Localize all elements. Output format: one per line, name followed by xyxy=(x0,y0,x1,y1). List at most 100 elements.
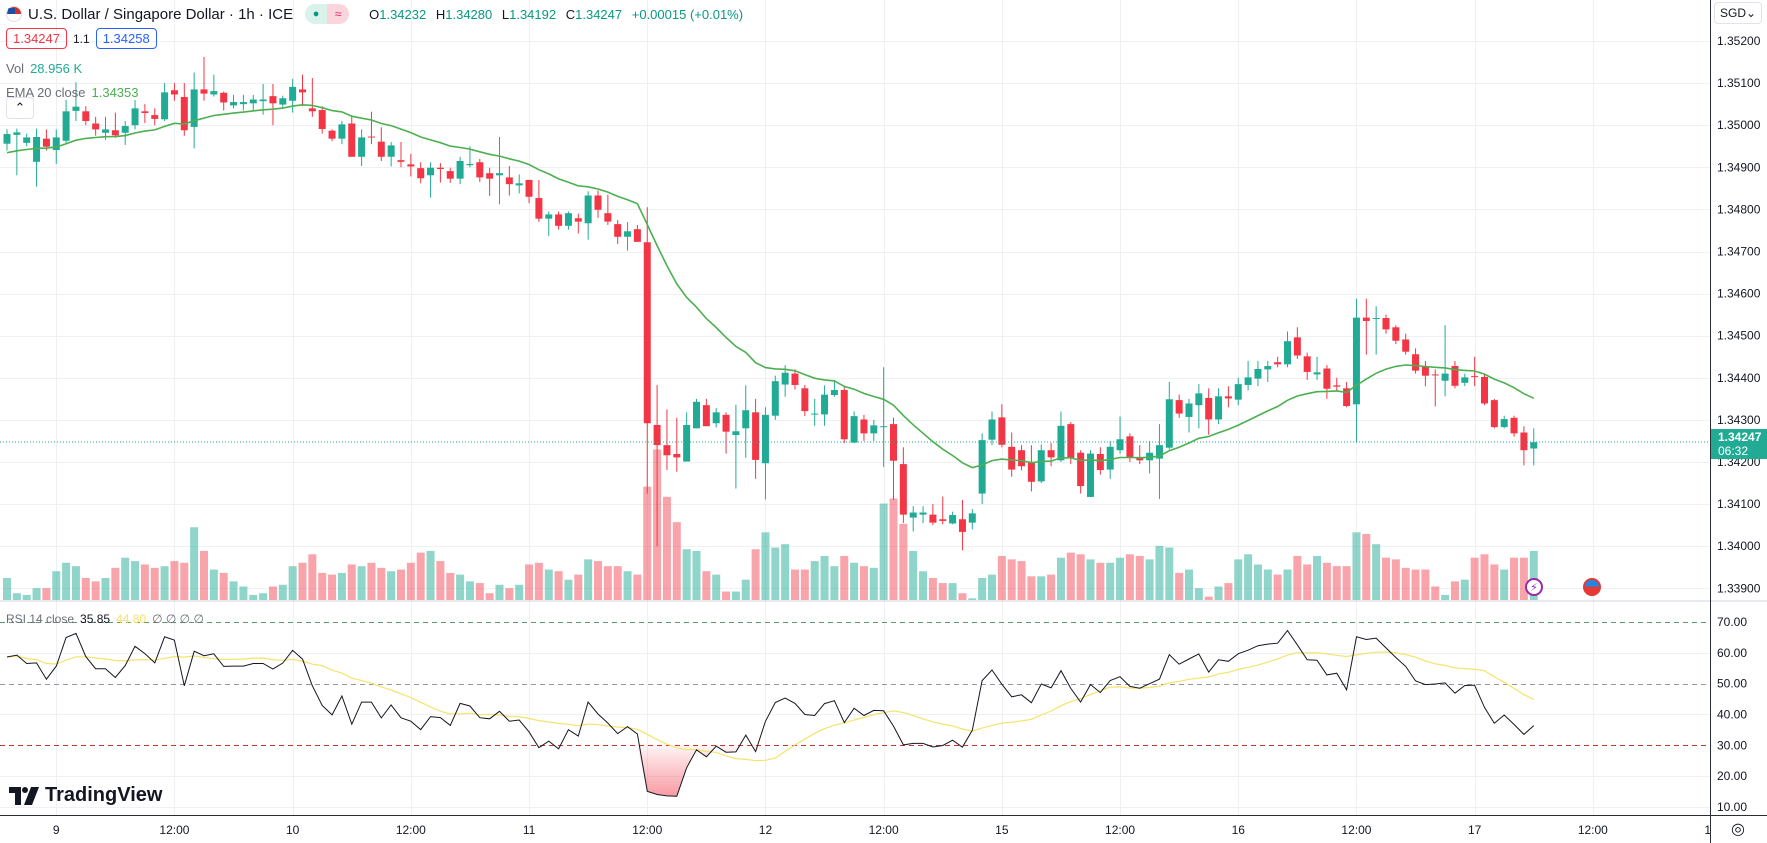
candle-body xyxy=(811,413,819,415)
volume-bar xyxy=(958,593,967,600)
candle-body xyxy=(486,173,494,179)
price-tick-label: 1.34500 xyxy=(1717,329,1761,343)
volume-bar xyxy=(42,588,51,600)
volume-bar xyxy=(1165,547,1174,600)
volume-bar xyxy=(741,579,750,600)
market-status-pill[interactable]: ● ≈ xyxy=(305,4,350,24)
candle-body xyxy=(1195,393,1203,406)
volume-bar xyxy=(22,594,31,600)
volume-bar xyxy=(219,572,228,600)
volume-bar xyxy=(475,583,484,600)
candle-body xyxy=(1451,366,1459,386)
candle-body xyxy=(1471,376,1479,378)
volume-bar xyxy=(840,556,849,600)
candle-body xyxy=(446,171,454,179)
volume-bar xyxy=(761,532,770,600)
symbol-legend[interactable]: U.S. Dollar / Singapore Dollar · 1h · IC… xyxy=(6,4,749,24)
candle-body xyxy=(821,394,829,415)
candle-body xyxy=(801,388,809,412)
volume-bar xyxy=(1293,556,1302,600)
price-axis[interactable]: 1.35200 1.35100 1.35000 1.34900 1.34800 1.347… xyxy=(1717,34,1761,595)
time-axis[interactable]: 9 12:00 10 12:00 11 12:00 12 12:00 15 12:00 16 12:0… xyxy=(53,823,1718,837)
volume-bar xyxy=(1421,569,1430,600)
tradingview-logo[interactable]: TradingView xyxy=(9,784,162,807)
candle-body xyxy=(1333,385,1341,387)
candle-body xyxy=(594,195,602,210)
buy-button[interactable]: 1.34258 xyxy=(95,28,157,49)
volume-bar xyxy=(810,561,819,600)
candle-body xyxy=(968,513,976,523)
volume-bar xyxy=(465,581,474,600)
volume-bar xyxy=(140,564,149,600)
volume-bar xyxy=(899,523,908,600)
candle-body xyxy=(1421,366,1429,376)
rsi-axis[interactable]: 70.00 60.00 50.00 40.00 30.00 20.00 10.00 xyxy=(1717,615,1747,814)
volume-bar xyxy=(12,593,21,600)
price-tick-label: 1.35100 xyxy=(1717,76,1761,90)
candle-body xyxy=(929,514,937,523)
volume-bar xyxy=(209,569,218,600)
candle-body xyxy=(771,381,779,416)
time-tick-label: 18 xyxy=(1704,823,1718,837)
volume-bar xyxy=(662,496,671,600)
volume-bar xyxy=(1273,574,1282,600)
volume-bar xyxy=(150,567,159,600)
symbol-title[interactable]: U.S. Dollar / Singapore Dollar · 1h · IC… xyxy=(28,5,294,23)
candle-body xyxy=(564,213,572,226)
volume-legend[interactable]: Vol 28.956 K xyxy=(6,61,82,76)
candlesticks xyxy=(3,56,1538,551)
volume-bar xyxy=(594,561,602,600)
candle-body xyxy=(102,129,109,133)
time-tick-label: 12:00 xyxy=(1105,823,1135,837)
volume-bar xyxy=(71,566,80,600)
candle-body xyxy=(496,173,503,176)
candle-body xyxy=(338,124,346,139)
candle-body xyxy=(299,89,306,93)
close-value: 1.34247 xyxy=(575,6,623,22)
candle-body xyxy=(574,218,582,222)
volume-bar xyxy=(101,578,110,600)
time-tick-label: 11 xyxy=(523,823,536,837)
candle-body xyxy=(663,445,671,456)
price-tick-label: 1.34800 xyxy=(1717,202,1761,216)
rsi-level-lines xyxy=(0,622,1710,746)
volume-bar xyxy=(1214,586,1223,600)
ema-legend[interactable]: EMA 20 close 1.34353 xyxy=(6,85,139,100)
settings-icon[interactable]: ◎ xyxy=(1731,821,1745,838)
candle-body xyxy=(1077,452,1085,486)
candle-body xyxy=(1412,354,1420,371)
volume-bar xyxy=(584,559,593,600)
high-label: H xyxy=(435,6,446,22)
candle-body xyxy=(1461,377,1469,383)
volume-bar xyxy=(781,544,790,600)
time-tick-label: 12:00 xyxy=(632,823,662,837)
rsi-legend[interactable]: RSI 14 close 35.85 44.80 ∅ ∅ ∅ ∅ xyxy=(6,612,204,626)
candle-body xyxy=(752,412,760,460)
time-tick-label: 12:00 xyxy=(1341,823,1371,837)
lightning-event-icon[interactable]: ⚡ xyxy=(1525,578,1543,596)
volume-bar xyxy=(791,569,799,600)
price-tick-label: 1.34000 xyxy=(1717,539,1761,553)
candle-body xyxy=(92,123,100,130)
candle-body xyxy=(1136,457,1144,461)
time-labels: 9 12:00 10 12:00 11 12:00 12 12:00 15 12:00 16 12:0… xyxy=(53,823,1718,837)
volume-bar xyxy=(1106,562,1115,600)
volume-bar xyxy=(1047,574,1056,600)
volume-bar xyxy=(1096,562,1105,600)
us-flag-event-icon[interactable] xyxy=(1583,578,1601,596)
candle-body xyxy=(367,136,375,138)
collapse-legend-button[interactable]: ⌃ xyxy=(6,97,34,119)
grid-lines xyxy=(0,0,1710,815)
candle-body xyxy=(131,108,139,126)
candle-body xyxy=(1441,373,1449,381)
sell-button[interactable]: 1.34247 xyxy=(6,28,67,49)
candle-body xyxy=(249,99,257,104)
rsi-line xyxy=(6,629,1535,797)
volume-bar xyxy=(820,556,829,600)
candle-body xyxy=(899,464,907,515)
candle-body xyxy=(653,424,661,446)
volume-bar xyxy=(1480,554,1489,600)
volume-bar xyxy=(554,571,563,600)
currency-select[interactable]: SGD ⌄ xyxy=(1714,2,1762,24)
